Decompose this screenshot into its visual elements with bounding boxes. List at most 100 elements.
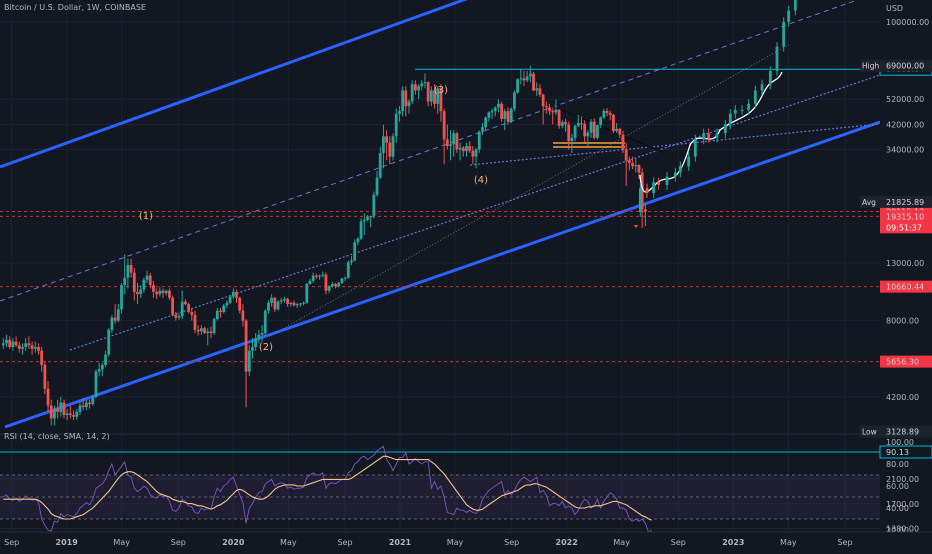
candle-body bbox=[334, 284, 337, 287]
candle-body bbox=[190, 312, 194, 315]
candle-body bbox=[583, 123, 587, 137]
candle-body bbox=[215, 310, 219, 320]
wave-label: (3) bbox=[434, 85, 448, 96]
candle-body bbox=[503, 111, 507, 119]
candle-body bbox=[487, 112, 491, 118]
rsi-tick-label: 20.00 bbox=[886, 526, 909, 535]
candle-body bbox=[155, 291, 159, 295]
rsi-sma-line bbox=[3, 455, 652, 521]
candle-body bbox=[525, 76, 529, 81]
candle-body bbox=[46, 388, 50, 406]
candle-body bbox=[612, 114, 615, 132]
candle-body bbox=[289, 302, 293, 305]
candle-body bbox=[378, 152, 382, 178]
candle-body bbox=[394, 113, 398, 137]
marker-value: 21825.89 bbox=[886, 198, 924, 207]
marker-value: 3128.89 bbox=[886, 428, 919, 437]
candle-body bbox=[343, 277, 347, 279]
candle-body bbox=[203, 328, 206, 334]
candle-body bbox=[605, 110, 609, 113]
x-tick-label: Sep bbox=[504, 538, 519, 547]
candle-body bbox=[637, 165, 641, 173]
candle-body bbox=[624, 149, 628, 161]
candle-body bbox=[107, 329, 111, 355]
candle-body bbox=[576, 123, 580, 126]
candle-body bbox=[548, 107, 551, 112]
candle-body bbox=[643, 209, 647, 212]
candle-body bbox=[535, 88, 539, 91]
candle-body bbox=[564, 122, 567, 125]
candle-body bbox=[350, 260, 353, 263]
candle-body bbox=[5, 339, 8, 344]
projection-candle-body bbox=[678, 166, 682, 173]
candle-body bbox=[417, 86, 420, 91]
candle-body bbox=[97, 369, 101, 372]
time-axis-bg bbox=[0, 532, 932, 550]
candle-body bbox=[490, 111, 494, 113]
candle-body bbox=[385, 136, 389, 143]
candle-body bbox=[142, 279, 146, 290]
candle-body bbox=[152, 285, 155, 292]
marker-name-box bbox=[860, 59, 880, 72]
candle-body bbox=[295, 304, 299, 306]
rsi-panel bbox=[0, 433, 932, 532]
trend-channel bbox=[0, 0, 880, 428]
rsi-tick-label: 100.00 bbox=[886, 438, 914, 447]
marker-value-box bbox=[880, 195, 932, 208]
candle-body bbox=[318, 275, 321, 277]
y-tick-label: 34000.00 bbox=[886, 145, 924, 154]
candle-body bbox=[270, 297, 274, 303]
x-tick-label: May bbox=[780, 538, 797, 547]
projection-candle-body bbox=[740, 109, 744, 111]
candle-body bbox=[586, 132, 590, 137]
candle-body bbox=[337, 282, 341, 287]
projection-candle-body bbox=[715, 133, 719, 138]
candle-body bbox=[465, 146, 468, 152]
level-label-box bbox=[880, 355, 932, 368]
candle-body bbox=[423, 82, 427, 84]
candle-body bbox=[410, 84, 414, 102]
marker-name: Low bbox=[862, 428, 877, 437]
wave-label: (2) bbox=[259, 342, 273, 353]
candle-body bbox=[62, 402, 66, 416]
candle-body bbox=[113, 317, 117, 321]
candle-body bbox=[426, 82, 430, 102]
x-tick-label: May bbox=[280, 538, 297, 547]
candle-body bbox=[522, 78, 526, 81]
projection-candle-body bbox=[760, 84, 764, 91]
candle-body bbox=[509, 108, 513, 122]
candle-body bbox=[589, 121, 593, 133]
candle-body bbox=[212, 319, 216, 334]
candle-body bbox=[528, 73, 532, 77]
y-tick-label: 1380.00 bbox=[886, 525, 919, 534]
candle-body bbox=[187, 304, 190, 313]
candle-body bbox=[168, 290, 171, 298]
candle-body bbox=[471, 150, 475, 157]
candle-body bbox=[136, 291, 139, 295]
candle-body bbox=[330, 284, 334, 287]
candle-body bbox=[407, 101, 411, 107]
candle-body bbox=[324, 274, 328, 291]
candle-body bbox=[627, 160, 631, 164]
candle-body bbox=[177, 316, 181, 318]
x-tick-label: Sep bbox=[837, 538, 852, 547]
countdown-label: 09:51:37 bbox=[886, 223, 922, 232]
candle-body bbox=[49, 405, 53, 419]
rsi-lines bbox=[3, 445, 652, 532]
projection-candle-body bbox=[753, 90, 757, 104]
candle-body bbox=[516, 79, 519, 93]
candle-body bbox=[474, 149, 478, 157]
candle-body bbox=[570, 137, 574, 142]
marker-name: High bbox=[862, 62, 879, 71]
marker-name-box bbox=[860, 195, 880, 208]
projection-candle-body bbox=[747, 103, 751, 110]
y-tick-label: 8000.00 bbox=[886, 317, 919, 326]
x-tick-label: May bbox=[613, 538, 630, 547]
candle-body bbox=[541, 94, 545, 107]
candle-body bbox=[171, 297, 175, 315]
candle-body bbox=[59, 402, 63, 412]
